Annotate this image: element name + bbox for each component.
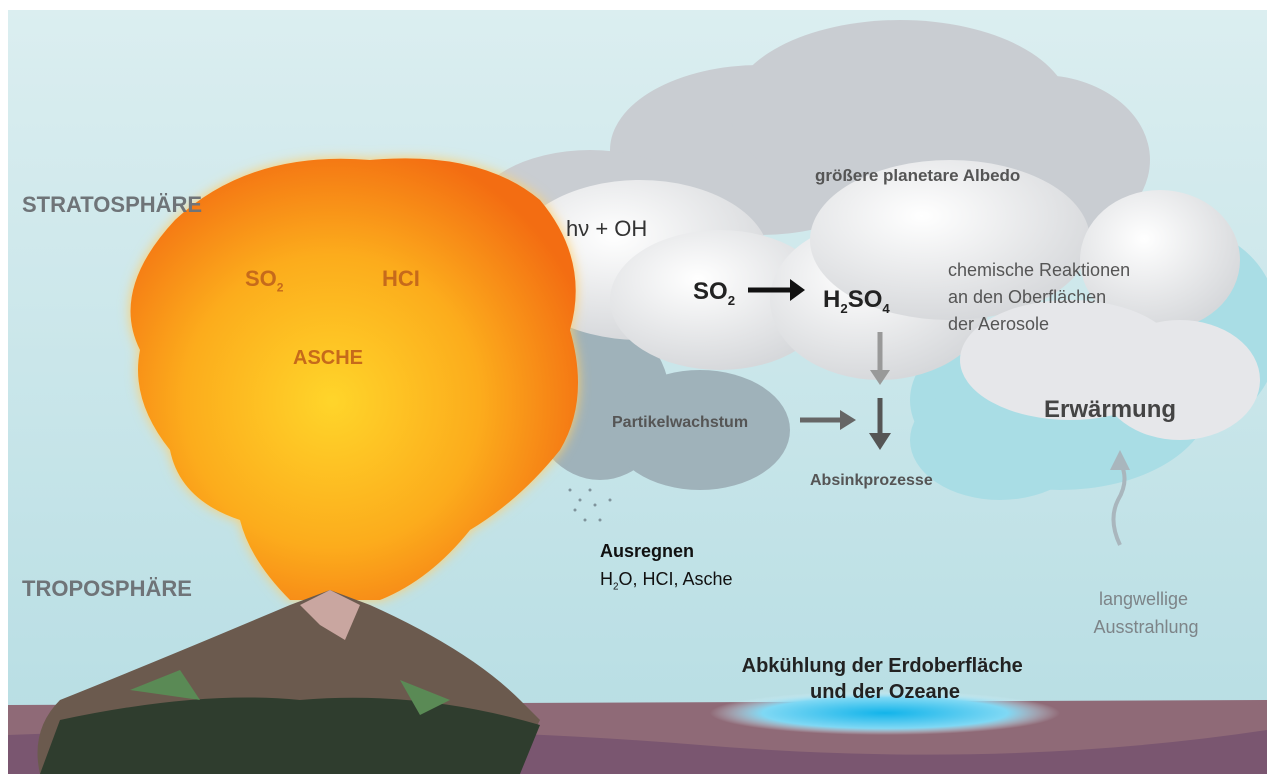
line: langwellige <box>1099 589 1188 609</box>
formula-part: SO <box>245 266 277 291</box>
line: der Aerosole <box>948 314 1049 334</box>
formula-part: H <box>600 569 613 589</box>
label: hν + OH <box>566 216 647 241</box>
line: Abkühlung der Erdoberfläche <box>742 655 1023 677</box>
label: Ausregnen <box>600 541 694 561</box>
label: TROPOSPHÄRE <box>22 576 192 601</box>
formula-part: O, HCI, Asche <box>619 569 733 589</box>
subscript: 2 <box>840 301 847 316</box>
subscript: 2 <box>728 293 735 308</box>
formula: H2O, HCI, Asche <box>600 569 733 593</box>
line: an den Oberflächen <box>948 287 1106 307</box>
subscript: 2 <box>277 281 284 295</box>
formula-part: H <box>823 286 840 313</box>
page: {"layers":{"stratosphere":"STRATOSPHÄRE"… <box>0 0 1267 774</box>
formula-part: SO <box>693 278 728 305</box>
subscript: 4 <box>882 301 890 316</box>
line: Ausstrahlung <box>1093 617 1198 637</box>
label: HCI <box>382 266 420 291</box>
label: Partikelwachstum <box>612 414 748 431</box>
label: größere planetare Albedo <box>815 166 1020 185</box>
formula-part: SO <box>848 286 883 313</box>
line: und der Ozeane <box>810 681 960 703</box>
label: Absinkprozesse <box>810 472 933 489</box>
label: STRATOSPHÄRE <box>22 192 202 217</box>
label: Erwärmung <box>1044 396 1176 423</box>
diagram: STRATOSPHÄRE TROPOSPHÄRE SO2 HCI ASCHE h… <box>0 0 1267 774</box>
line: chemische Reaktionen <box>948 260 1130 280</box>
label: ASCHE <box>293 347 363 369</box>
formula: H2SO4 <box>823 286 890 316</box>
